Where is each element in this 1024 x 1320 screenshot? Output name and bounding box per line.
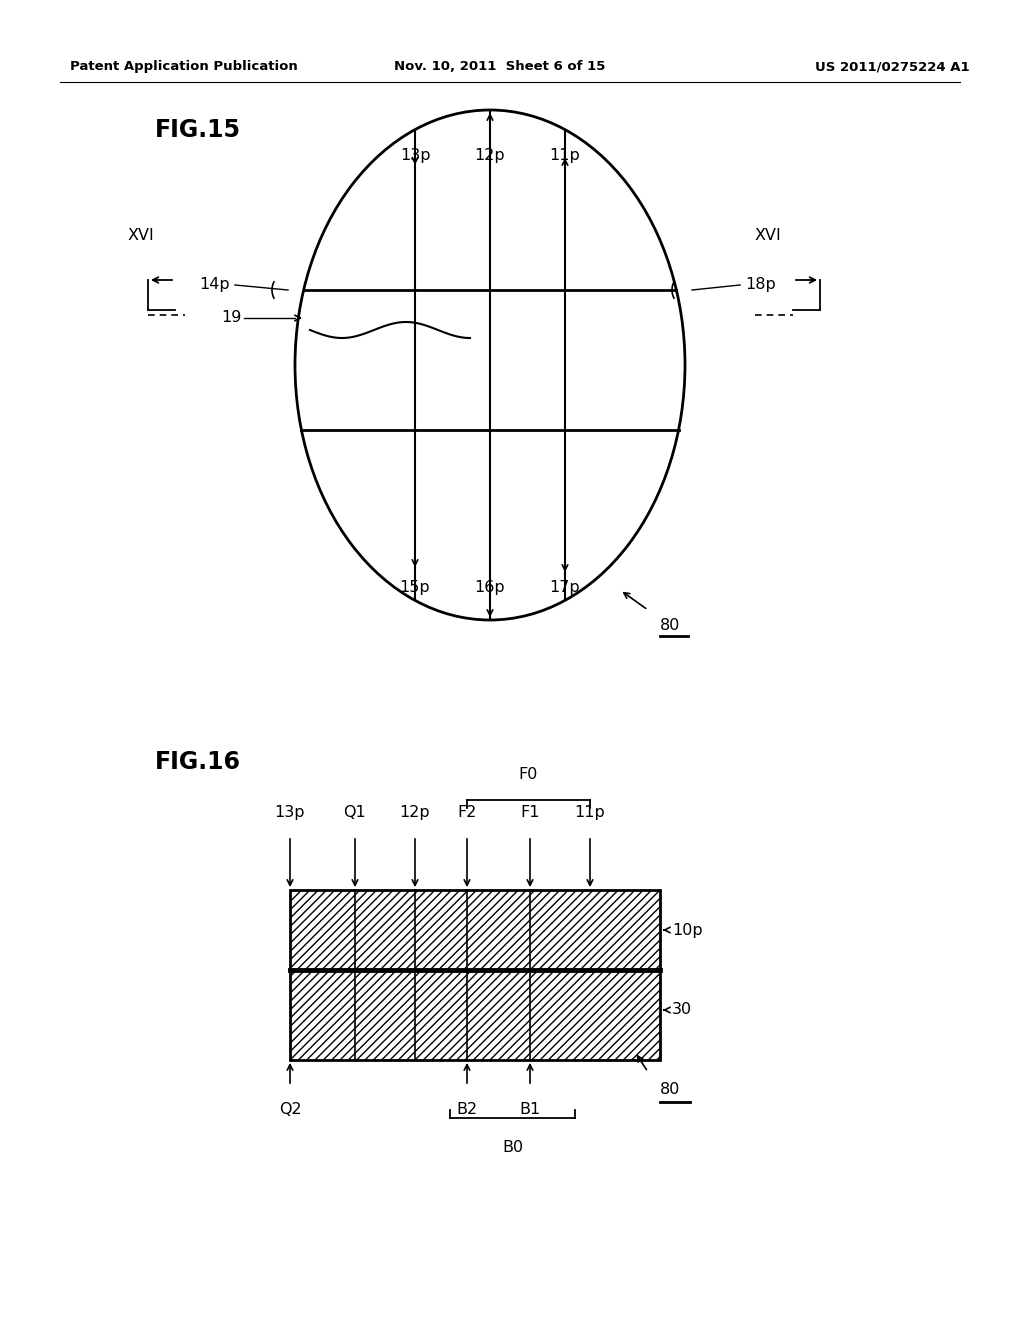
Bar xyxy=(290,970,660,1060)
Text: 18p: 18p xyxy=(745,277,776,293)
Text: 13p: 13p xyxy=(399,148,430,162)
Text: F1: F1 xyxy=(520,805,540,820)
Text: 11p: 11p xyxy=(550,148,581,162)
Text: 10p: 10p xyxy=(672,923,702,937)
Text: Q1: Q1 xyxy=(344,805,367,820)
Text: 16p: 16p xyxy=(475,579,505,595)
Text: 30: 30 xyxy=(672,1002,692,1018)
Text: 80: 80 xyxy=(660,1082,680,1097)
Text: 14p: 14p xyxy=(200,277,230,293)
Text: F2: F2 xyxy=(458,805,477,820)
Text: 19: 19 xyxy=(221,310,242,326)
Text: 17p: 17p xyxy=(550,579,581,595)
Text: FIG.16: FIG.16 xyxy=(155,750,241,774)
Text: Q2: Q2 xyxy=(279,1102,301,1117)
Text: Nov. 10, 2011  Sheet 6 of 15: Nov. 10, 2011 Sheet 6 of 15 xyxy=(394,59,605,73)
Text: 15p: 15p xyxy=(399,579,430,595)
Bar xyxy=(290,970,660,1060)
Text: FIG.15: FIG.15 xyxy=(155,117,241,143)
Text: 13p: 13p xyxy=(274,805,305,820)
Text: 12p: 12p xyxy=(399,805,430,820)
Text: 80: 80 xyxy=(660,618,680,634)
Bar xyxy=(290,890,660,970)
Bar xyxy=(290,890,660,970)
Text: Patent Application Publication: Patent Application Publication xyxy=(70,59,298,73)
Text: XVI: XVI xyxy=(128,228,155,243)
Text: B0: B0 xyxy=(502,1140,523,1155)
Text: B1: B1 xyxy=(519,1102,541,1117)
Text: XVI: XVI xyxy=(755,228,781,243)
Text: B2: B2 xyxy=(457,1102,477,1117)
Text: US 2011/0275224 A1: US 2011/0275224 A1 xyxy=(815,59,970,73)
Text: 11p: 11p xyxy=(574,805,605,820)
Text: F0: F0 xyxy=(519,767,539,781)
Text: 12p: 12p xyxy=(475,148,505,162)
